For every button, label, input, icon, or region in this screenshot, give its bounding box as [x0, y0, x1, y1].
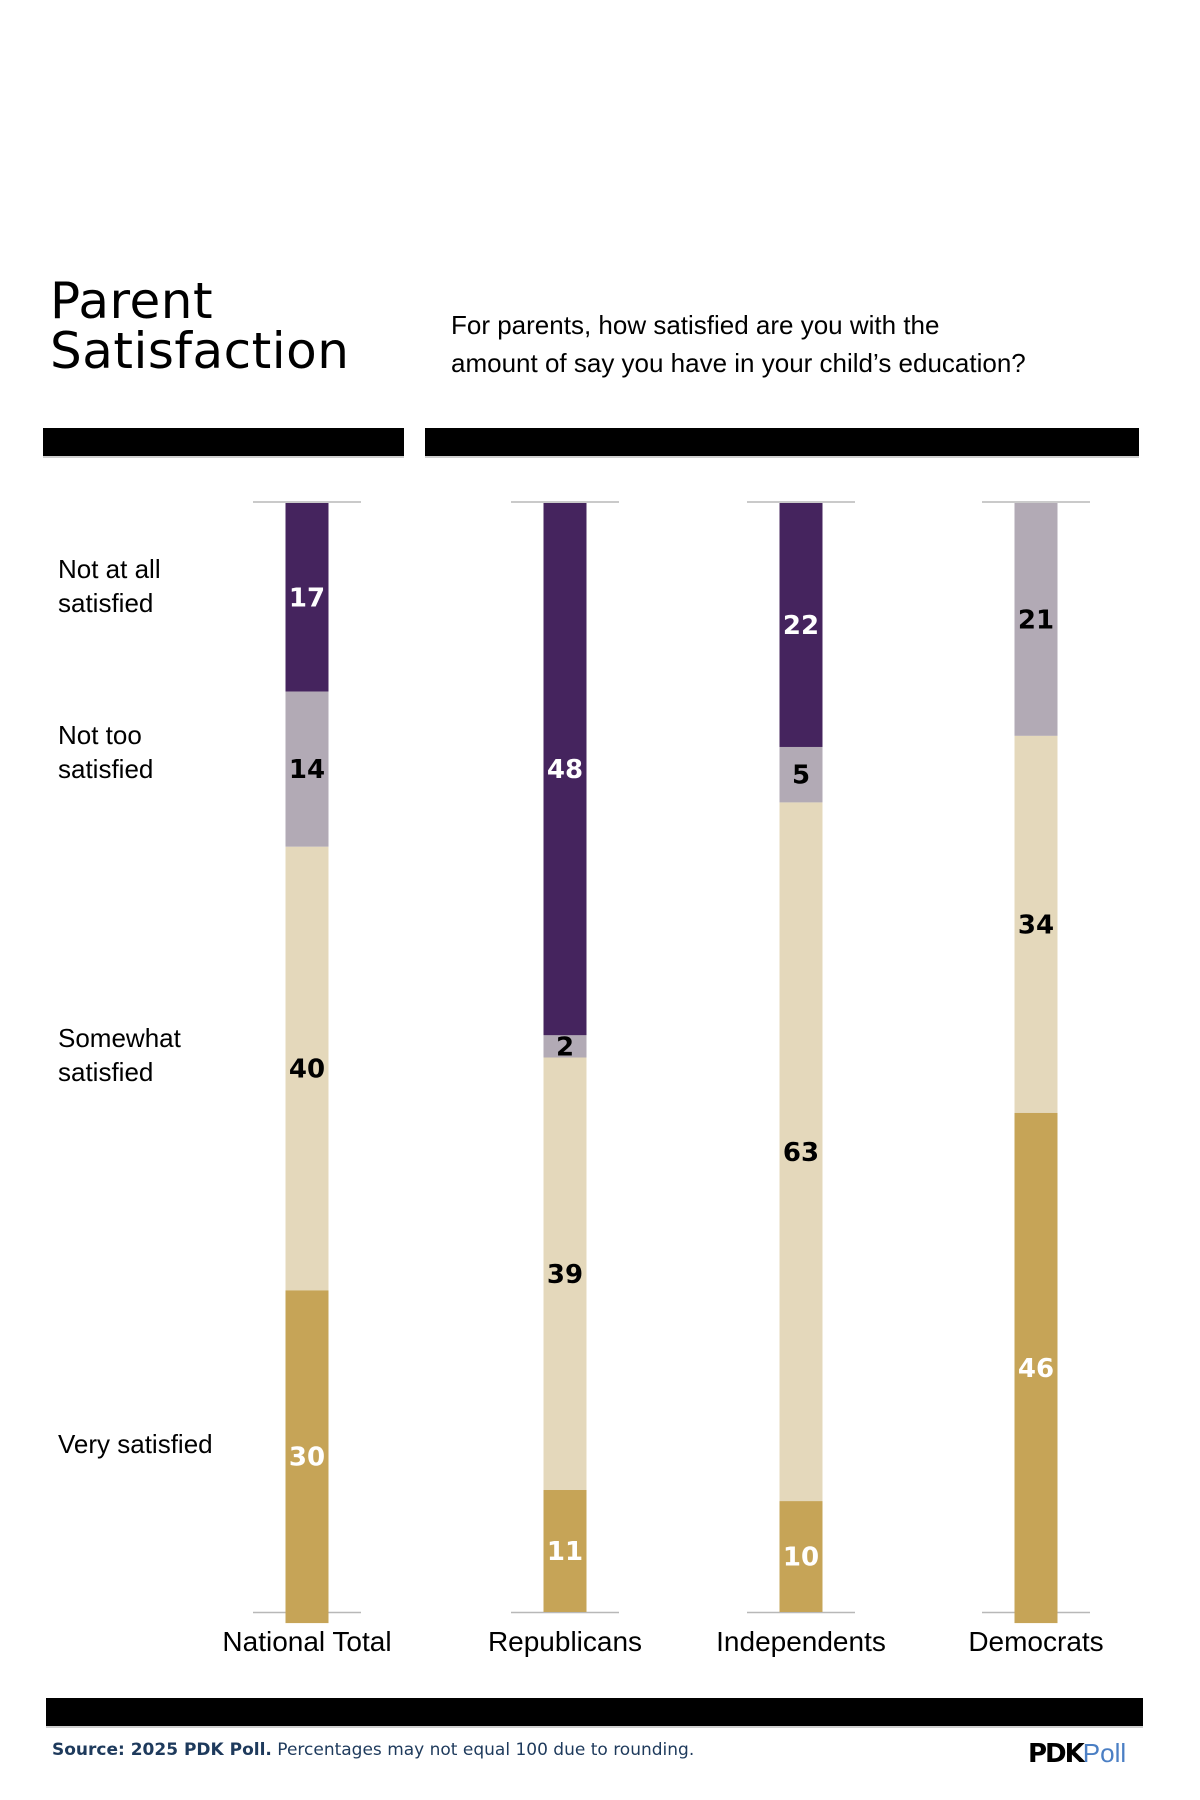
bar-segment-republicans-not-too-satisfied: [543, 1035, 587, 1058]
value-label-republicans-not-too-satisfied: 2: [556, 1032, 574, 1062]
logo-pdk: PDK: [1028, 1739, 1085, 1769]
category-label-democrats: Democrats: [968, 1626, 1103, 1657]
footer-rule: [46, 1698, 1143, 1726]
bar-segment-republicans-somewhat-satisfied: [543, 1057, 587, 1491]
pdk-poll-logo: PDKPoll: [1028, 1738, 1126, 1769]
value-label-democrats-very-satisfied: 46: [1018, 1354, 1054, 1384]
value-label-national-total-not-at-all-satisfied: 17: [289, 583, 325, 613]
source-label: Source: 2025 PDK Poll.: [52, 1740, 272, 1760]
logo-poll: Poll: [1082, 1738, 1127, 1768]
legend-not-at-all-satisfied: Not at all satisfied: [58, 554, 161, 618]
title-line-1: Parent: [50, 272, 214, 330]
category-label-republicans: Republicans: [488, 1626, 642, 1657]
bar-segment-democrats-very-satisfied: [1014, 1112, 1058, 1624]
value-label-independents-not-too-satisfied: 5: [792, 761, 810, 791]
question-line-2: amount of say you have in your child’s e…: [451, 348, 1026, 378]
value-label-national-total-very-satisfied: 30: [289, 1443, 325, 1473]
value-label-independents-somewhat-satisfied: 63: [783, 1138, 819, 1168]
value-label-democrats-not-too-satisfied: 21: [1018, 605, 1054, 635]
value-label-republicans-somewhat-satisfied: 39: [547, 1260, 583, 1290]
bar-segment-democrats-not-too-satisfied: [1014, 503, 1058, 736]
title-line-2: Satisfaction: [50, 322, 350, 380]
source-note: Source: 2025 PDK Poll. Percentages may n…: [52, 1740, 694, 1760]
question-line-1: For parents, how satisfied are you with …: [451, 310, 940, 340]
value-label-independents-very-satisfied: 10: [783, 1543, 819, 1573]
value-label-republicans-very-satisfied: 11: [547, 1537, 583, 1567]
header-rule-right: [425, 428, 1139, 456]
category-label-national-total: National Total: [222, 1626, 391, 1657]
value-label-democrats-somewhat-satisfied: 34: [1018, 910, 1054, 940]
bar-segment-independents-not-too-satisfied: [779, 746, 823, 803]
legend-very-satisfied: Very satisfied: [58, 1429, 213, 1459]
bar-segment-democrats-somewhat-satisfied: [1014, 735, 1058, 1113]
header-rule-left: [43, 428, 404, 456]
bar-segment-national-total-not-at-all-satisfied: [285, 503, 329, 692]
rounding-note: Percentages may not equal 100 due to rou…: [271, 1740, 695, 1760]
legend-somewhat-satisfied: Somewhat satisfied: [58, 1023, 181, 1087]
bar-segment-republicans-not-at-all-satisfied: [543, 503, 587, 1036]
bar-segment-national-total-not-too-satisfied: [285, 691, 329, 847]
legend-not-too-satisfied: Not too satisfied: [58, 720, 154, 784]
bar-segment-independents-somewhat-satisfied: [779, 802, 823, 1502]
bar-segment-national-total-somewhat-satisfied: [285, 846, 329, 1291]
bar-segment-independents-not-at-all-satisfied: [779, 503, 823, 747]
value-label-national-total-not-too-satisfied: 14: [289, 755, 325, 785]
survey-question: For parents, how satisfied are you with …: [451, 306, 1131, 382]
bar-segment-national-total-very-satisfied: [285, 1290, 329, 1624]
chart-title: Parent Satisfaction: [50, 276, 349, 376]
bar-segment-independents-very-satisfied: [779, 1501, 823, 1612]
value-label-independents-not-at-all-satisfied: 22: [783, 611, 819, 641]
category-label-independents: Independents: [716, 1626, 886, 1657]
value-label-republicans-not-at-all-satisfied: 48: [547, 755, 583, 785]
bar-segment-republicans-very-satisfied: [543, 1490, 587, 1612]
value-label-national-total-somewhat-satisfied: 40: [289, 1055, 325, 1085]
